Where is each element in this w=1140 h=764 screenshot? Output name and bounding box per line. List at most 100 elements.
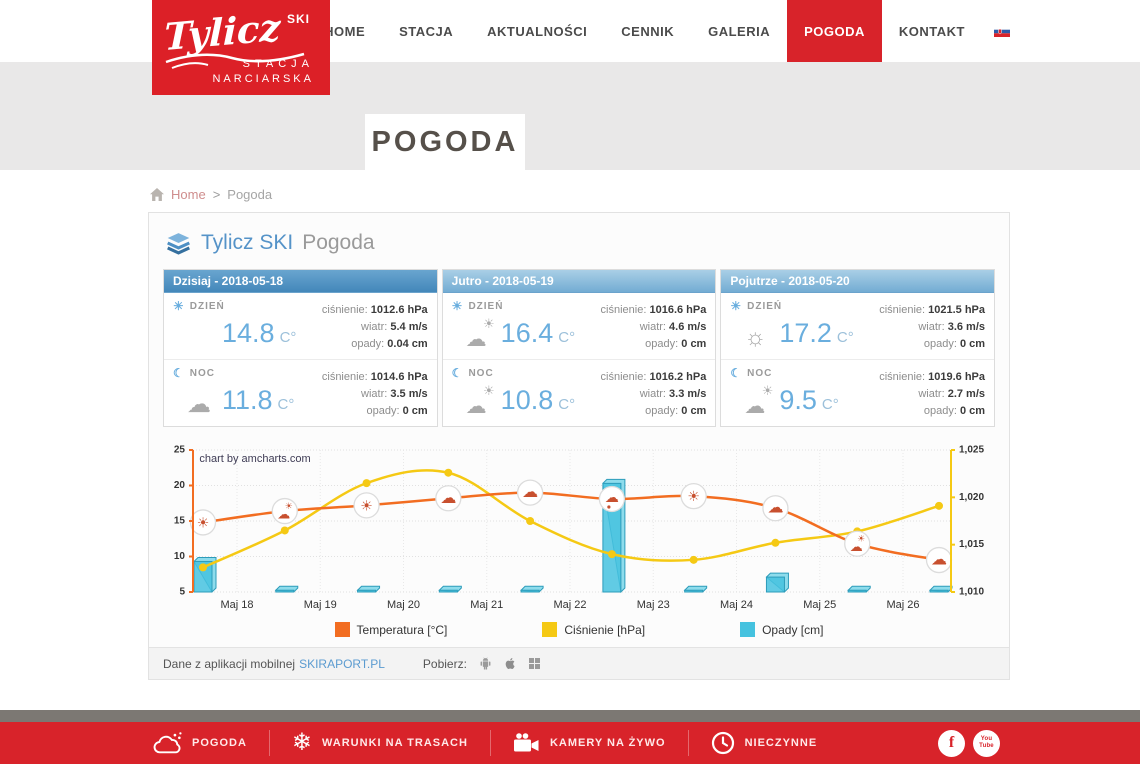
weather-chart[interactable]: ☀ ☀ ☁ ☀ ☁ ☁ ☁ ☀ ☁ ☀ ☁ ☁ 5 10 15 20 25 1,010 1,015 1,020 1,02…: [163, 440, 995, 638]
forecast-cards: Dzisiaj - 2018-05-18 ☀ DZIEŃ 14.8 C°: [163, 269, 996, 428]
nav-item-stacja[interactable]: STACJA: [399, 23, 454, 39]
stat-line: opady: 0 cm: [366, 405, 428, 418]
breadcrumb-current: Pogoda: [227, 187, 273, 202]
home-icon[interactable]: [150, 188, 164, 201]
weather-widget: Tylicz SKI Pogoda Dzisiaj - 2018-05-18 ☀…: [148, 212, 1010, 681]
widget-footer: Dane z aplikacji mobilnej SKIRAPORT.PL P…: [149, 647, 1009, 680]
stat-line: ciśnienie: 1012.6 hPa: [321, 304, 428, 316]
footer-item-kamery[interactable]: KAMERY NA ŻYWO: [513, 733, 666, 753]
skiraport-logo-icon: [167, 233, 190, 255]
svg-text:1,025: 1,025: [959, 445, 984, 456]
temperature-unit: C°: [558, 328, 576, 346]
small-sun-icon: ☀: [451, 299, 464, 313]
widget-title-brand: Tylicz SKI: [201, 231, 294, 254]
card-day-row: ☀ DZIEŃ ☼ 17.2 C° ciśnienie: 1021.5 hPa w…: [721, 293, 994, 359]
card-night-row: ☾ NOC ☁ 11.8 C° ciśnienie: 1014.6 hPa wia…: [164, 359, 437, 426]
language-flag-slovakia-icon[interactable]: [982, 0, 1010, 62]
svg-text:☁: ☁: [850, 540, 863, 555]
day-label: ☀ DZIEŃ: [173, 299, 225, 313]
svg-text:Maj 20: Maj 20: [387, 599, 420, 611]
temperature-unit: C°: [277, 395, 295, 413]
skiraport-link[interactable]: SKIRAPORT.PL: [299, 656, 385, 671]
forecast-card-tomorrow: Jutro - 2018-05-19 ☀ DZIEŃ ☀ ☁ 16.4 C°: [441, 269, 717, 428]
tylicz-logo[interactable]: SKI Tylicz STACJA NARCIARSKA: [152, 0, 330, 95]
svg-text:Maj 25: Maj 25: [803, 599, 836, 611]
svg-text:☀: ☀: [360, 498, 373, 514]
nav-item-galeria[interactable]: GALERIA: [708, 23, 771, 39]
card-night-row: ☾ NOC ☀ ☁ 10.8 C° ciśnienie: 1016.2 hPa wi…: [442, 359, 716, 426]
nav-item-aktualnosci[interactable]: AKTUALNOŚCI: [487, 23, 588, 39]
snowflake-icon: ❄: [291, 729, 313, 756]
nav-item-kontakt[interactable]: KONTAKT: [898, 23, 965, 39]
forecast-card-today: Dzisiaj - 2018-05-18 ☀ DZIEŃ 14.8 C°: [163, 269, 438, 428]
stat-line: wiatr: 3.6 m/s: [918, 321, 986, 334]
footer-divider: [0, 710, 1140, 722]
svg-text:☁: ☁: [931, 552, 947, 569]
svg-text:1,020: 1,020: [959, 492, 984, 503]
legend-item[interactable]: Opady [cm]: [740, 622, 823, 638]
nav-item-pogoda[interactable]: POGODA: [787, 0, 882, 62]
top-bar: SKI Tylicz STACJA NARCIARSKA HOME STACJA…: [0, 0, 1140, 95]
download-label: Pobierz:: [422, 656, 467, 671]
temperature-unit: C°: [558, 395, 576, 413]
temperature-unit: C°: [279, 328, 297, 346]
android-icon[interactable]: [479, 656, 492, 671]
footer-quicklinks-bar: POGODA ❄ WARUNKI NA TRASACH KAMERY NA ŻY…: [0, 722, 1140, 764]
stat-line: wiatr: 5.4 m/s: [361, 321, 428, 334]
nav-item-cennik[interactable]: CENNIK: [621, 23, 675, 39]
card-header: Dzisiaj - 2018-05-18: [164, 270, 437, 293]
camera-icon: [513, 733, 539, 752]
stat-line: opady: 0 cm: [923, 338, 986, 351]
weather-condition-icon: ☀ ☁: [465, 383, 495, 419]
amcharts-forecast-chart[interactable]: ☀☀☁☀ ☁ ☁ ☁ ☀☁☀☁☁5101520251,0101,0151,0201,02…: [163, 440, 995, 614]
footer-separator: [268, 730, 270, 756]
footer-item-nieczynne[interactable]: NIECZYNNE: [711, 731, 818, 755]
card-header: Pojutrze - 2018-05-20: [721, 270, 995, 293]
logo-swoosh: [165, 52, 305, 69]
svg-text:Maj 24: Maj 24: [720, 599, 753, 611]
stat-line: opady: 0 cm: [645, 405, 707, 418]
night-stats: ciśnienie: 1016.2 hPa wiatr: 3.3 m/s opady…: [601, 367, 707, 420]
main-content: Home > Pogoda Tylicz SKI Pogoda Dzisiaj …: [148, 187, 1010, 681]
breadcrumb-home-link[interactable]: Home: [171, 187, 206, 202]
night-label: ☾ NOC: [173, 366, 215, 381]
day-stats: ciśnienie: 1016.6 hPa wiatr: 4.6 m/s opady…: [601, 300, 707, 353]
temperature-value: 17.2: [779, 318, 832, 348]
temperature-unit: C°: [836, 328, 854, 346]
svg-text:20: 20: [174, 480, 186, 491]
stat-line: ciśnienie: 1016.6 hPa: [600, 304, 707, 316]
nav-item-home[interactable]: HOME: [324, 23, 366, 39]
svg-text:Maj 21: Maj 21: [470, 599, 503, 611]
footer-item-warunki[interactable]: ❄ WARUNKI NA TRASACH: [291, 729, 468, 756]
stat-line: wiatr: 3.3 m/s: [639, 388, 707, 401]
legend-swatch: [334, 622, 350, 638]
logo-line1: STACJA: [242, 58, 314, 70]
day-stats: ciśnienie: 1012.6 hPa wiatr: 5.4 m/s opady…: [322, 300, 428, 353]
svg-text:Maj 23: Maj 23: [637, 599, 670, 611]
apple-icon[interactable]: [504, 656, 517, 671]
facebook-icon[interactable]: f: [938, 729, 965, 757]
windows-icon[interactable]: [528, 658, 540, 670]
footer-item-pogoda[interactable]: POGODA: [152, 731, 247, 756]
legend-item[interactable]: Temperatura [°C]: [334, 622, 447, 638]
stat-line: opady: 0.04 cm: [351, 338, 428, 351]
legend-item[interactable]: Ciśnienie [hPa]: [542, 622, 645, 638]
clock-icon: [711, 731, 734, 755]
temperature-value: 9.5: [779, 385, 817, 416]
svg-text:1,015: 1,015: [959, 539, 984, 550]
night-label: ☾ NOC: [451, 366, 494, 381]
night-label: ☾ NOC: [730, 366, 773, 381]
svg-text:10: 10: [174, 551, 186, 562]
temperature-value: 10.8: [500, 385, 554, 416]
card-night-row: ☾ NOC ☀ ☁ 9.5 C° ciśnienie: 1019.6 hPa wia…: [721, 359, 995, 426]
svg-text:15: 15: [174, 516, 186, 527]
stat-line: ciśnienie: 1016.2 hPa: [600, 371, 707, 384]
footer-separator: [687, 730, 689, 756]
youtube-icon[interactable]: You Tube: [973, 729, 1000, 757]
temperature-unit: C°: [821, 395, 839, 413]
page-title-box: POGODA: [365, 114, 525, 170]
widget-header: Tylicz SKI Pogoda: [165, 231, 995, 255]
chart-legend: Temperatura [°C] Ciśnienie [hPa] Opady [cm…: [163, 622, 995, 638]
svg-text:☁: ☁: [277, 507, 290, 522]
stat-line: ciśnienie: 1021.5 hPa: [879, 304, 986, 316]
